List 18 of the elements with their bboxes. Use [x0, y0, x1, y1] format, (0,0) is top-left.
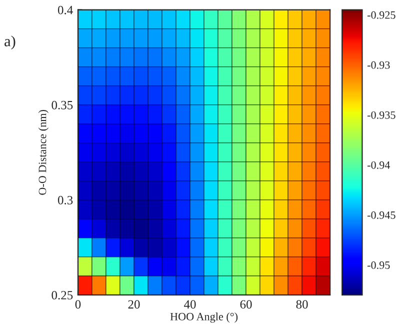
x-tick-label: 0: [75, 300, 81, 309]
y-axis-title: O-O Distance (nm): [38, 110, 48, 195]
x-axis-title: HOO Angle (°): [170, 312, 238, 323]
color-bar-label: -0.945: [367, 211, 396, 219]
x-tick-label: 20: [128, 300, 140, 309]
y-tick-label: 0.25: [52, 290, 73, 300]
color-bar-label: -0.935: [367, 111, 396, 119]
color-bar-label: -0.93: [367, 61, 390, 69]
x-tick-label: 80: [296, 300, 308, 309]
color-bar-label: -0.95: [367, 261, 390, 269]
x-tick-label: 60: [240, 300, 252, 309]
y-tick-label: 0.3: [58, 196, 73, 204]
text: a): [4, 36, 16, 50]
x-tick-label: 40: [184, 300, 196, 309]
color-bar-label: -0.925: [367, 11, 396, 19]
y-tick-label: 0.4: [58, 6, 73, 14]
color-bar-label: -0.94: [367, 161, 390, 169]
y-tick-label: 0.35: [52, 100, 73, 110]
